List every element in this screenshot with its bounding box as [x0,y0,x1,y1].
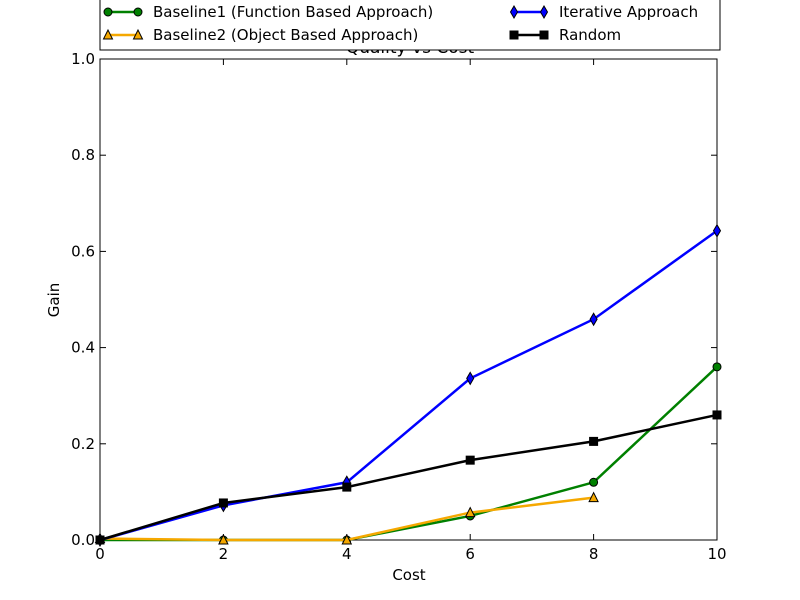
legend: Baseline1 (Function Based Approach) Basel… [99,0,721,51]
y-tick-label: 0.4 [71,339,95,357]
data-point [218,498,228,508]
y-tick-label: 1.0 [71,50,95,68]
legend-entry: Baseline2 (Object Based Approach) [102,26,418,44]
data-point [466,371,475,386]
legend-label: Baseline2 (Object Based Approach) [153,26,418,44]
ticks-layer: 0 2 4 6 8 10 0.0 0.2 0.4 0.6 0.8 1.0 [71,50,726,563]
legend-box [99,0,721,51]
legend-entry: Baseline1 (Function Based Approach) [103,3,433,21]
legend-items: Baseline1 (Function Based Approach) Basel… [102,3,698,44]
data-point [712,223,722,238]
y-tick-label: 0.2 [71,435,95,453]
data-point [464,506,476,518]
data-point [712,362,722,372]
legend-marker [133,7,143,17]
y-axis-label: Gain [45,283,63,318]
legend-marker [539,30,549,40]
data-point [589,477,599,487]
legend-marker [509,30,519,40]
y-tick-label: 0.0 [71,531,95,549]
legend-marker [539,5,549,19]
legend-label: Random [559,26,621,44]
legend-marker [102,28,114,40]
x-tick-label: 0 [95,545,105,563]
y-tick-label: 0.6 [71,242,95,260]
series-line [99,413,718,542]
series-layer [94,223,722,547]
data-point [465,455,475,465]
data-point [341,533,353,545]
data-point [589,312,598,327]
legend-label: Baseline1 (Function Based Approach) [153,3,433,21]
x-tick-label: 6 [465,545,475,563]
legend-entry: Random [509,26,621,44]
x-tick-label: 2 [219,545,229,563]
legend-marker [103,7,113,17]
series-2 [95,223,722,547]
plot-area-frame [99,58,718,541]
x-tick-label: 10 [707,545,726,563]
data-point [712,410,722,420]
series-3 [95,410,722,545]
legend-entry: Iterative Approach [509,3,698,21]
legend-marker [132,28,144,40]
data-point [342,482,352,492]
x-axis-label: Cost [392,566,425,584]
x-tick-label: 8 [589,545,599,563]
y-tick-label: 0.8 [71,146,95,164]
series-0 [95,362,722,545]
data-point [95,535,105,545]
data-point [588,491,599,503]
legend-marker [509,5,519,19]
x-tick-label: 4 [342,545,352,563]
data-point [589,436,599,446]
legend-label: Iterative Approach [559,3,698,21]
data-point [218,533,229,545]
series-line [99,229,718,542]
